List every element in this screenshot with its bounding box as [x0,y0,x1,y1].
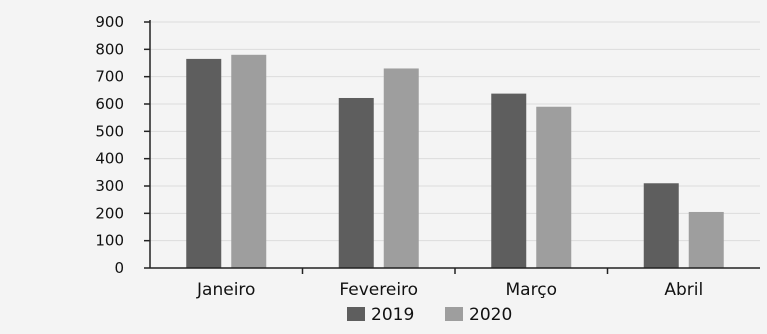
bar-2020-2 [536,106,572,268]
bars [186,54,724,269]
bar-2019-1 [338,97,374,268]
y-tick-label: 0 [114,259,124,277]
y-tick-label: 400 [95,150,124,168]
axes [144,20,760,274]
x-tick-label: Abril [664,280,703,300]
y-tick-label: 900 [95,13,124,31]
legend-label: 2019 [371,305,414,325]
bar-2019-0 [186,58,222,269]
x-tick-label: Fevereiro [339,280,418,300]
legend: 2019 2020 [347,305,512,325]
legend-swatch-2020 [445,307,463,321]
y-tick-label: 100 [95,232,124,250]
y-axis-ticks: 0 100 200 300 400 500 600 700 800 900 [95,13,124,277]
x-tick-label: Janeiro [196,280,255,300]
legend-label: 2020 [469,305,512,325]
bar-2020-0 [231,54,267,268]
bar-2019-2 [491,93,527,268]
bar-2020-1 [383,68,419,268]
y-tick-label: 800 [95,40,124,58]
bar-2020-3 [688,211,724,268]
y-tick-label: 700 [95,68,124,86]
y-tick-label: 300 [95,177,124,195]
legend-swatch-2019 [347,307,365,321]
y-tick-label: 600 [95,95,124,113]
x-axis-ticks: Janeiro Fevereiro Março Abril [196,280,703,300]
y-tick-label: 500 [95,122,124,140]
y-tick-label: 200 [95,204,124,222]
x-tick-label: Março [506,280,557,300]
bar-2019-3 [643,183,679,268]
